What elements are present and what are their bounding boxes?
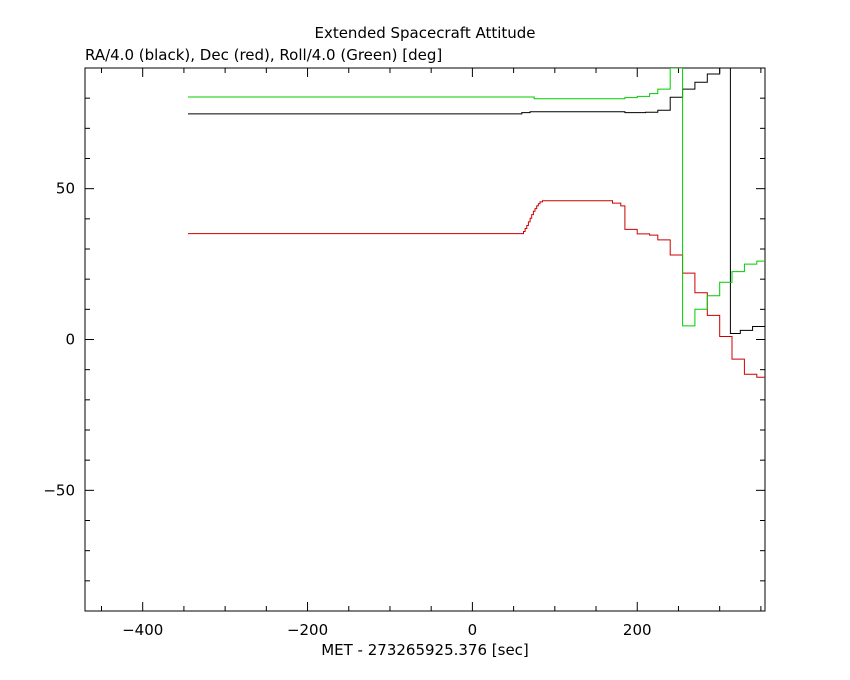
x-tick-label: 0 xyxy=(468,621,478,639)
x-tick-label: 200 xyxy=(623,621,652,639)
series-line-1 xyxy=(188,200,765,378)
y-tick-label: 0 xyxy=(65,331,75,349)
axis-ticks xyxy=(85,67,765,612)
chart-subtitle: RA/4.0 (black), Dec (red), Roll/4.0 (Gre… xyxy=(85,46,442,64)
plot-frame xyxy=(84,67,766,612)
x-tick-label: −200 xyxy=(287,621,328,639)
series-layer xyxy=(188,68,765,378)
y-tick-label: −50 xyxy=(43,481,75,499)
series-line-2 xyxy=(188,68,765,327)
chart-title: Extended Spacecraft Attitude xyxy=(314,24,535,42)
series-line-0 xyxy=(188,68,765,334)
y-tick-label: 50 xyxy=(56,180,75,198)
x-tick-label: −400 xyxy=(122,621,163,639)
axis-tick-labels: −400 −200 0 200 −50 0 50 xyxy=(43,180,651,639)
x-axis-label: MET - 273265925.376 [sec] xyxy=(321,641,529,659)
